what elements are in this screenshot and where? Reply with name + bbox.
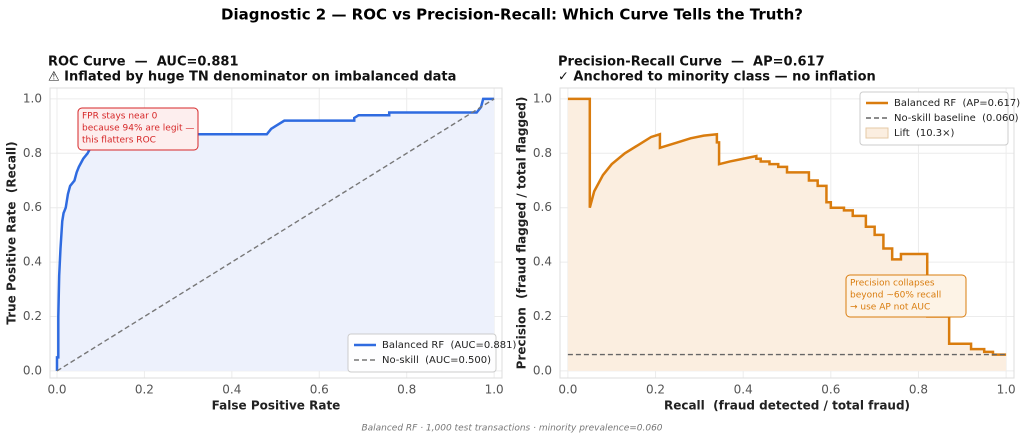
x-tick-label: 0.2 (135, 383, 154, 397)
y-tick-label: 0.4 (23, 255, 42, 269)
x-tick-label: 0.6 (821, 383, 840, 397)
legend-box (859, 91, 1009, 146)
legend-swatch (865, 127, 889, 139)
legend-label: No-skill (AUC=0.500) (382, 355, 491, 366)
x-axis-label: Recall (fraud detected / total fraud) (664, 399, 910, 413)
y-tick-label: 0.8 (23, 146, 42, 160)
x-tick-label: 1.0 (997, 383, 1016, 397)
annotation-text: because 94% are legit — (82, 124, 194, 134)
x-tick-label: 0.0 (558, 383, 577, 397)
plot-frame (49, 87, 503, 379)
x-tick-label: 1.0 (485, 383, 504, 397)
legend-label: No-skill baseline (0.060) (894, 113, 1019, 124)
legend-label: Balanced RF (AP=0.617) (894, 98, 1020, 109)
annotation-text: Precision collapses (850, 279, 935, 289)
panel-subtitle: ✓ Anchored to minority class — no inflat… (558, 70, 876, 85)
y-tick-label: 1.0 (23, 91, 42, 105)
figure-title: Diagnostic 2 — ROC vs Precision-Recall: … (221, 6, 803, 24)
y-tick-label: 0.2 (533, 309, 552, 323)
y-tick-label: 0.4 (533, 255, 552, 269)
legend-box (347, 333, 497, 373)
x-tick-label: 0.6 (310, 383, 329, 397)
annotation-text: FPR stays near 0 (82, 112, 158, 122)
y-axis-label: Precision (fraud flagged / total flagged… (515, 97, 529, 370)
series-line (56, 98, 495, 372)
x-tick-label: 0.0 (47, 383, 66, 397)
annotation-text: → use AP not AUC (850, 303, 930, 313)
x-tick-label: 0.4 (734, 383, 753, 397)
annotation-box (77, 107, 199, 151)
y-tick-label: 0.0 (533, 363, 552, 377)
legend-label: Balanced RF (AUC=0.881) (382, 340, 517, 351)
annotation-text: this flatters ROC (82, 136, 156, 146)
annotation-text: beyond ~60% recall (850, 291, 941, 301)
y-tick-label: 1.0 (533, 91, 552, 105)
y-axis-label: True Positive Rate (Recall) (5, 141, 19, 324)
panel-subtitle: ⚠ Inflated by huge TN denominator on imb… (48, 70, 456, 85)
y-tick-label: 0.6 (23, 200, 42, 214)
y-tick-label: 0.8 (533, 146, 552, 160)
y-tick-label: 0.0 (23, 363, 42, 377)
series-line (567, 97, 1007, 356)
annotation-box (845, 274, 967, 318)
panel-title: ROC Curve — AUC=0.881 (48, 55, 239, 70)
footnote: Balanced RF · 1,000 test transactions · … (361, 424, 662, 434)
legend-label: Lift (10.3×) (894, 128, 955, 139)
x-tick-label: 0.8 (909, 383, 928, 397)
x-tick-label: 0.2 (646, 383, 665, 397)
x-tick-label: 0.4 (222, 383, 241, 397)
plot-frame (559, 87, 1015, 379)
panel-title: Precision-Recall Curve — AP=0.617 (558, 55, 825, 70)
x-tick-label: 0.8 (397, 383, 416, 397)
y-tick-label: 0.6 (533, 200, 552, 214)
y-tick-label: 0.2 (23, 309, 42, 323)
x-axis-label: False Positive Rate (212, 399, 341, 413)
